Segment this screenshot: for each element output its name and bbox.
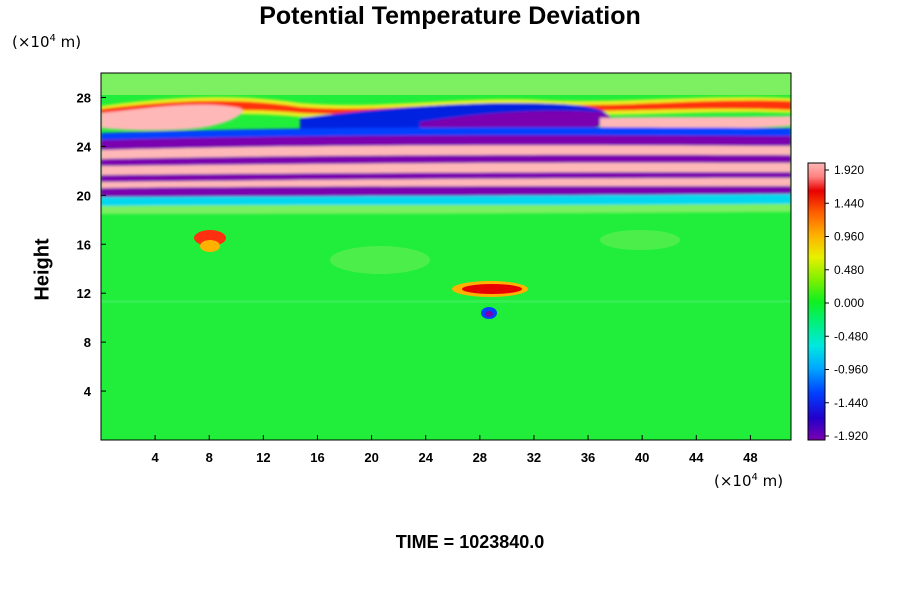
x-tick-label: 12 (256, 450, 270, 465)
x-tick-label: 16 (310, 450, 324, 465)
x-tick-label: 40 (635, 450, 649, 465)
x-tick-label: 24 (418, 450, 433, 465)
heatmap-field (101, 73, 791, 440)
x-tick-label: 36 (581, 450, 595, 465)
x-axis-unit: (×104 m) (714, 472, 784, 490)
colorbar-tick-label: -1.440 (834, 396, 868, 410)
y-tick-label: 20 (77, 188, 91, 203)
x-tick-label: 8 (206, 450, 213, 465)
y-axis-unit: (×104 m) (12, 33, 82, 51)
colorbar-tick-label: 0.960 (834, 230, 864, 244)
x-tick-label: 4 (152, 450, 160, 465)
x-tick-label: 44 (689, 450, 704, 465)
chart-title: Potential Temperature Deviation (259, 2, 641, 30)
colorbar-tick-label: 0.000 (834, 296, 864, 310)
colorbar-tick-label: 0.480 (834, 263, 864, 277)
x-tick-label: 48 (743, 450, 757, 465)
colorbar (807, 162, 826, 441)
colorbar-tick-label: 1.440 (834, 196, 864, 210)
y-tick-label: 28 (77, 90, 91, 105)
x-tick-label: 20 (364, 450, 378, 465)
y-tick-label: 4 (84, 384, 92, 399)
colorbar-tick-label: -0.480 (834, 329, 868, 343)
time-label: TIME = 1023840.0 (395, 532, 545, 552)
y-tick-label: 8 (84, 335, 91, 350)
x-tick-label: 28 (473, 450, 487, 465)
colorbar-tick-label: -1.920 (834, 429, 868, 443)
plot-frame (100, 72, 792, 441)
y-tick-label: 16 (77, 237, 91, 252)
y-tick-label: 12 (77, 286, 91, 301)
y-tick-label: 24 (77, 139, 92, 154)
x-tick-label: 32 (527, 450, 541, 465)
colorbar-tick-label: -0.960 (834, 363, 868, 377)
colorbar-tick-label: 1.920 (834, 163, 864, 177)
